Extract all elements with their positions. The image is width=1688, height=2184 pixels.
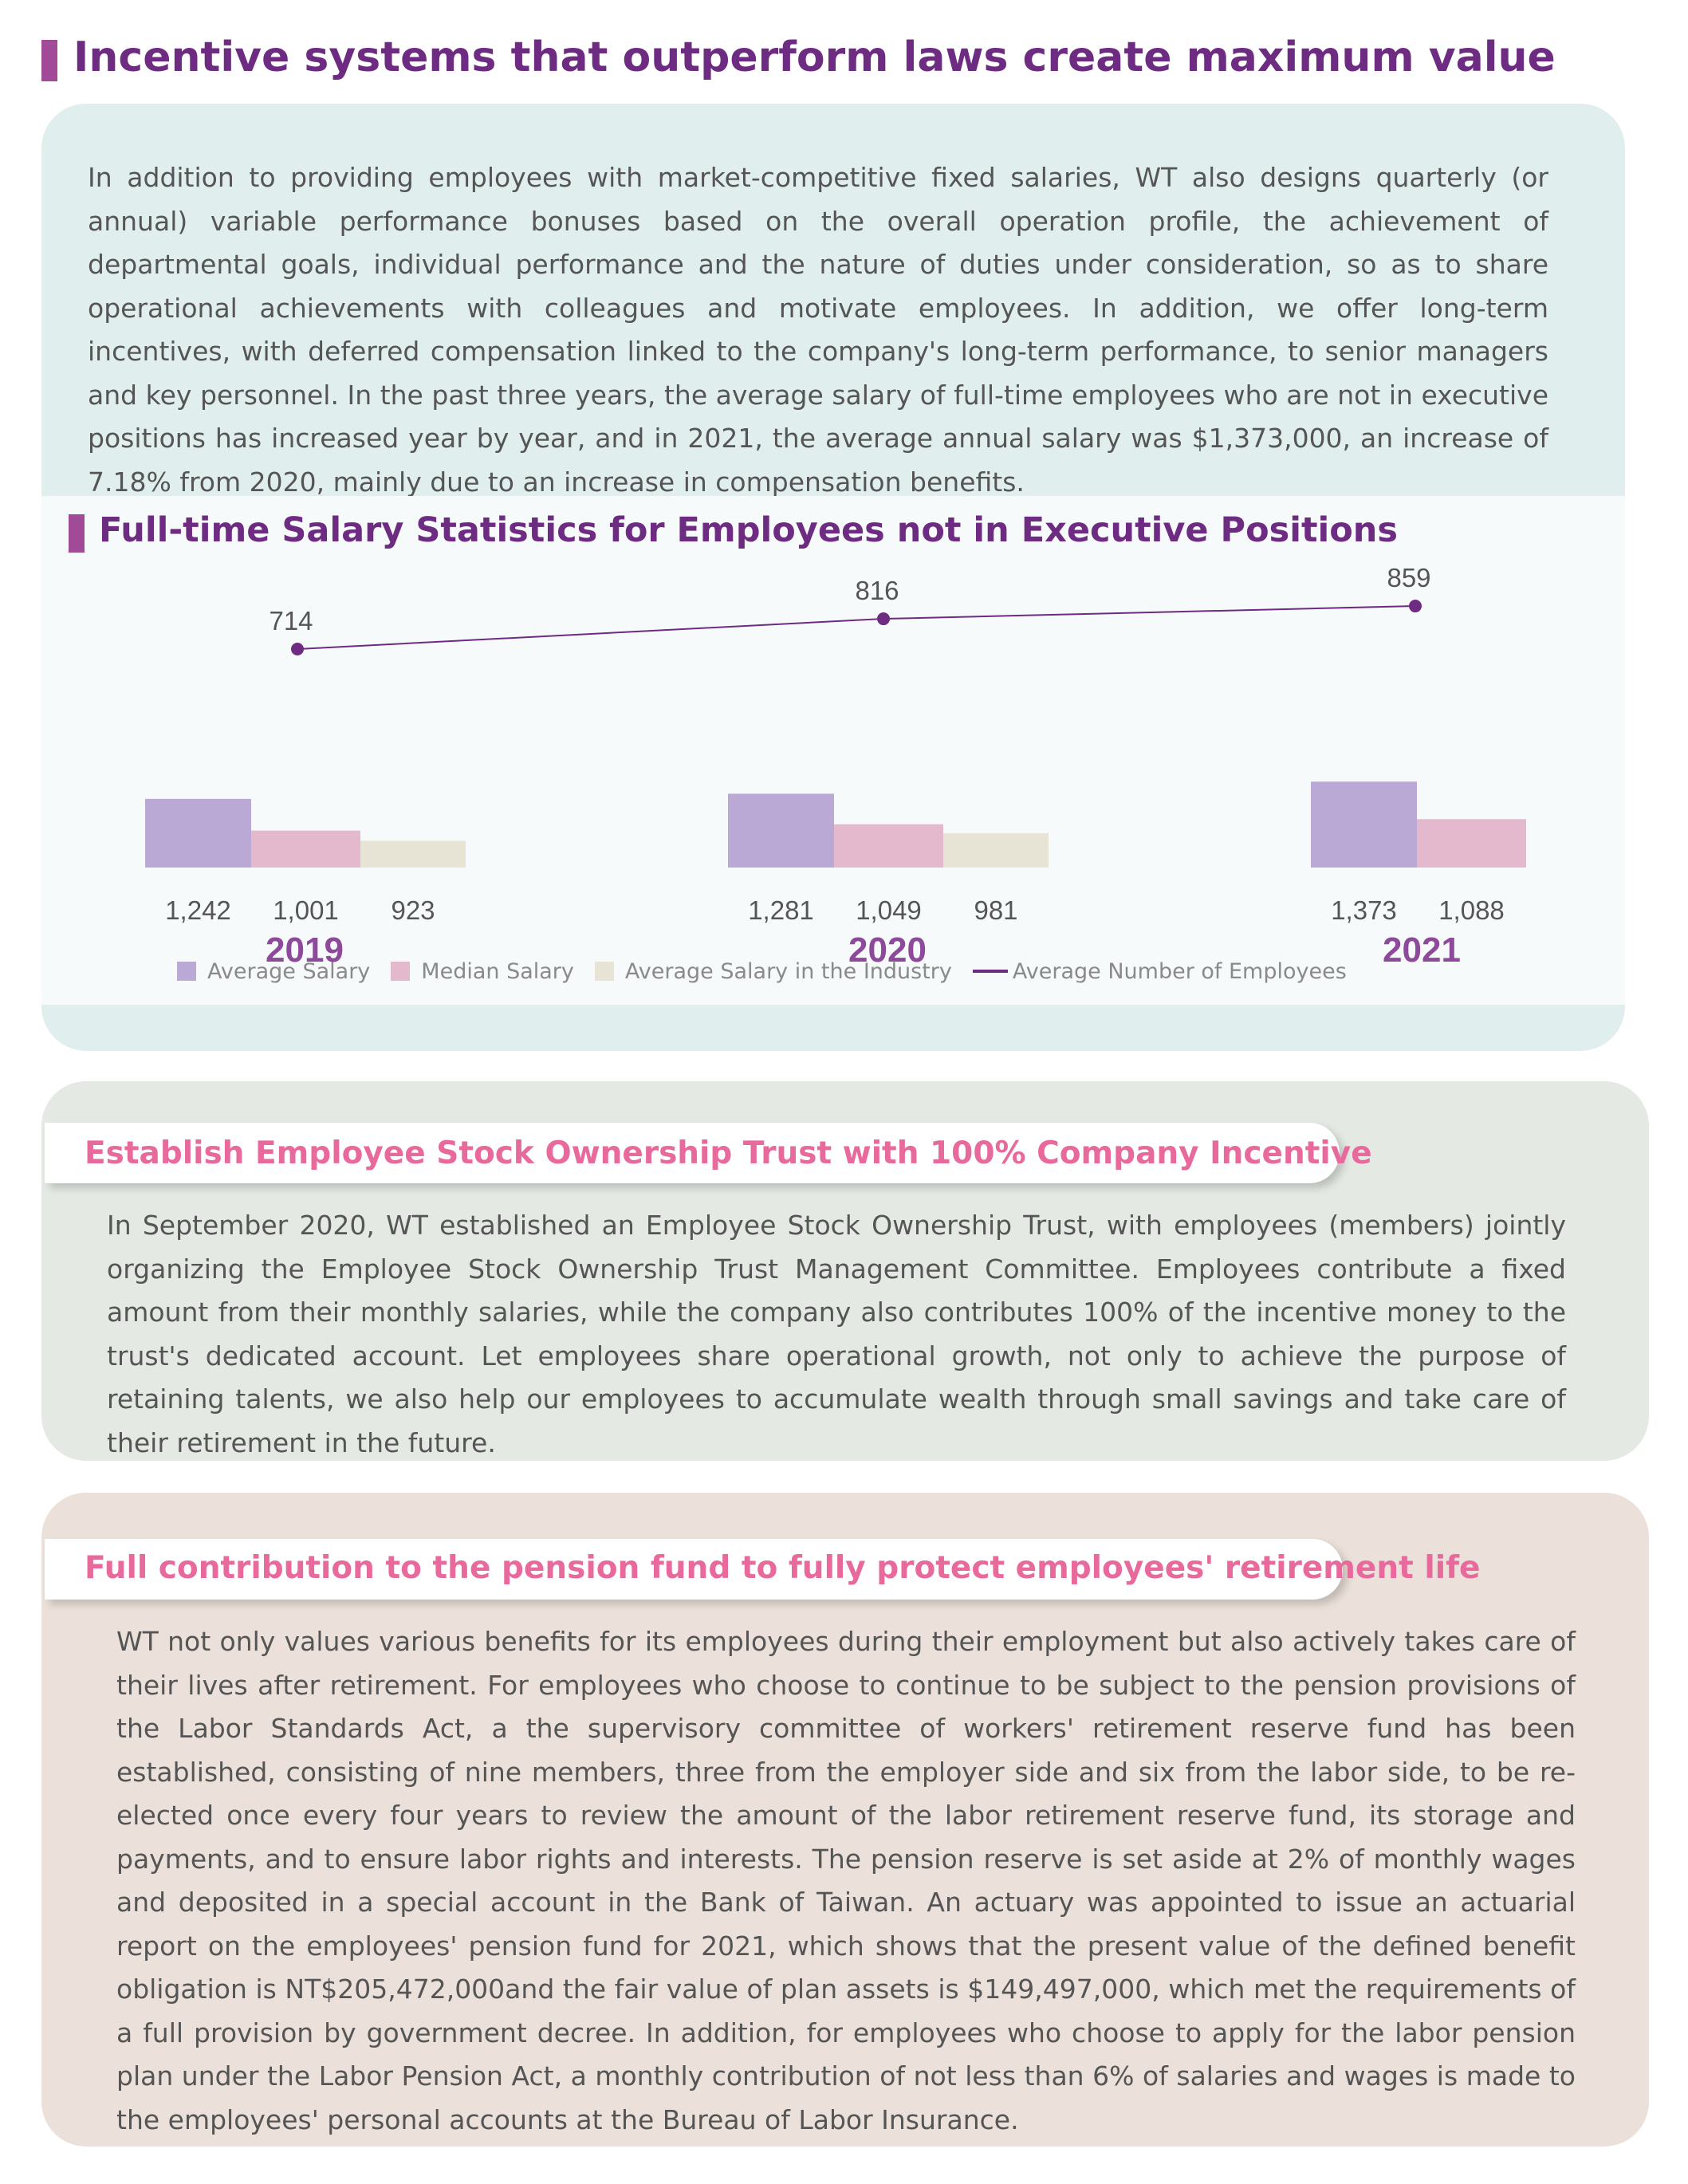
legend-item-employees: Average Number of Employees bbox=[972, 958, 1347, 984]
pension-paragraph: WT not only values various benefits for … bbox=[116, 1626, 1576, 2135]
chart-title: Full-time Salary Statistics for Employee… bbox=[99, 510, 1398, 550]
data-label-median-salary-2019: 1,001 bbox=[273, 895, 339, 925]
point-average-employees-2020 bbox=[877, 612, 890, 626]
category-label-2019: 2019 bbox=[266, 931, 344, 970]
line-average-employees bbox=[297, 605, 1416, 650]
esot-paragraph: In September 2020, WT established an Emp… bbox=[107, 1210, 1566, 1458]
category-label-2020: 2020 bbox=[848, 931, 927, 970]
bar-median-salary-2021 bbox=[1417, 819, 1526, 868]
data-label-median-salary-2021: 1,088 bbox=[1438, 895, 1505, 925]
legend-label: Average Salary bbox=[207, 958, 371, 984]
bar-median-salary-2019 bbox=[251, 830, 360, 868]
page-title: Incentive systems that outperform laws c… bbox=[73, 33, 1556, 81]
title-accent-bar bbox=[41, 40, 57, 81]
data-label-average-employees-2019: 714 bbox=[269, 606, 313, 636]
legend-item-median-salary: Median Salary bbox=[391, 959, 574, 984]
bar-industry-salary-2020 bbox=[943, 832, 1049, 868]
legend-item-industry-salary: Average Salary in the Industry bbox=[594, 958, 952, 984]
data-label-average-employees-2021: 859 bbox=[1387, 563, 1430, 592]
bar-industry-salary-2019 bbox=[360, 840, 466, 868]
data-label-median-salary-2020: 1,049 bbox=[856, 895, 922, 925]
legend-swatch-average-salary bbox=[177, 962, 196, 981]
legend-item-average-salary: Average Salary bbox=[177, 959, 370, 984]
data-label-industry-salary-2019: 923 bbox=[391, 895, 435, 925]
data-label-average-salary-2019: 1,242 bbox=[165, 895, 231, 925]
data-label-industry-salary-2020: 981 bbox=[974, 895, 1017, 925]
chart-legend: Average Salary Median Salary Average Sal… bbox=[177, 955, 1367, 987]
bar-average-salary-2020 bbox=[728, 793, 834, 868]
legend-label: Average Number of Employees bbox=[1012, 958, 1347, 984]
esot-heading: Establish Employee Stock Ownership Trust… bbox=[85, 1135, 1372, 1171]
bar-median-salary-2020 bbox=[834, 824, 943, 868]
salary-chart: 1,242 1,001 923 2019 1,281 1,049 981 2020 1,373 1… bbox=[145, 563, 1526, 970]
pension-heading: Full contribution to the pension fund to… bbox=[85, 1550, 1481, 1586]
legend-swatch-industry-salary bbox=[594, 962, 614, 981]
esot-heading-tab bbox=[45, 1123, 1340, 1183]
legend-swatch-median-salary bbox=[391, 962, 411, 981]
legend-label: Average Salary in the Industry bbox=[624, 958, 952, 984]
point-average-employees-2019 bbox=[291, 643, 304, 655]
legend-swatch-employees bbox=[972, 970, 1008, 973]
chart-title-accent-bar bbox=[69, 514, 85, 553]
bar-average-salary-2019 bbox=[145, 798, 251, 868]
chart-panel bbox=[41, 496, 1625, 1005]
bar-average-salary-2021 bbox=[1311, 781, 1417, 868]
intro-paragraph: In addition to providing employees with … bbox=[88, 162, 1548, 498]
data-label-average-employees-2020: 816 bbox=[855, 576, 899, 605]
point-average-employees-2021 bbox=[1409, 600, 1422, 613]
legend-label: Median Salary bbox=[421, 958, 574, 984]
data-label-average-salary-2021: 1,373 bbox=[1331, 895, 1397, 925]
pension-panel bbox=[41, 1493, 1649, 2147]
category-label-2021: 2021 bbox=[1383, 931, 1461, 970]
data-label-average-salary-2020: 1,281 bbox=[748, 895, 814, 925]
pension-heading-tab bbox=[45, 1539, 1343, 1600]
